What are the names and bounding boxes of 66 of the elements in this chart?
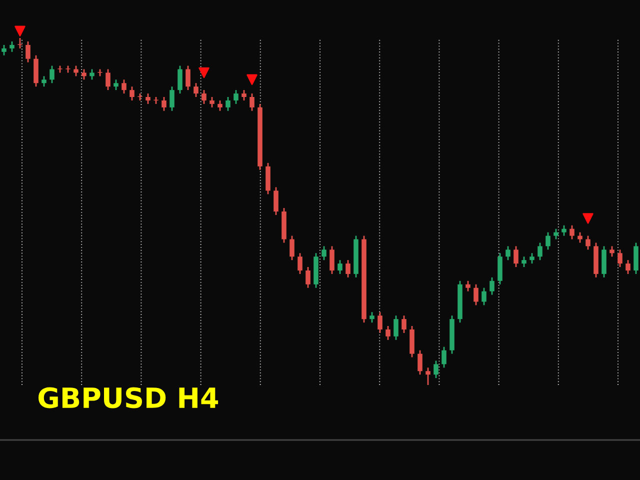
candlestick <box>530 252 534 264</box>
candlestick <box>90 68 94 80</box>
candlestick <box>18 38 22 50</box>
candlestick <box>554 228 558 240</box>
candlestick <box>218 100 222 112</box>
candlestick <box>466 280 470 292</box>
candlestick <box>26 40 30 63</box>
candlestick <box>242 89 246 102</box>
candlestick <box>226 96 230 112</box>
candlestick <box>298 252 302 275</box>
candlestick <box>130 86 134 102</box>
candlestick <box>490 276 494 296</box>
candlestick <box>330 246 334 275</box>
candlestick <box>522 256 526 268</box>
candlestick <box>202 89 206 105</box>
candlestick <box>346 259 350 278</box>
point <box>14 26 26 36</box>
candlestick <box>394 314 398 341</box>
candlestick <box>234 89 238 105</box>
candlestick <box>402 314 406 334</box>
candlestick <box>418 350 422 376</box>
candlestick <box>610 246 614 258</box>
point <box>198 67 210 78</box>
candlestick <box>50 65 54 84</box>
candlestick <box>178 65 182 94</box>
candlestick <box>74 65 78 77</box>
candlestick <box>378 311 382 334</box>
candlestick <box>106 68 110 91</box>
candlestick <box>10 40 14 53</box>
candlestick <box>386 325 390 341</box>
candlestick <box>562 224 566 236</box>
candlestick <box>482 287 486 306</box>
candlestick <box>290 235 294 261</box>
candlestick <box>82 68 86 80</box>
candlestick <box>426 366 430 385</box>
candlestick <box>162 96 166 112</box>
candlestick <box>578 232 582 244</box>
candlestick <box>514 246 518 268</box>
point <box>582 213 594 224</box>
candlestick <box>146 92 150 105</box>
candlestick <box>338 259 342 275</box>
candlestick <box>586 235 590 250</box>
candlestick <box>570 224 574 240</box>
candlestick <box>274 186 278 216</box>
candlestick <box>434 360 438 379</box>
candlestick <box>626 259 630 275</box>
point <box>246 74 258 85</box>
candlestick <box>250 92 254 112</box>
candlestick <box>306 266 310 289</box>
candlestick <box>370 311 374 324</box>
candlestick <box>186 65 190 91</box>
candlestick <box>322 246 326 261</box>
candlestick <box>442 346 446 368</box>
candlestick <box>474 284 478 306</box>
candlestick <box>210 96 214 108</box>
candlestick <box>170 86 174 112</box>
candlestick <box>2 44 6 56</box>
candlestick <box>618 248 622 268</box>
candlestick <box>506 246 510 261</box>
candlestick <box>538 242 542 261</box>
text: GBPUSD H4 <box>38 387 218 408</box>
candlestick <box>546 232 550 250</box>
candlestick <box>42 75 46 88</box>
candlestick <box>194 82 198 98</box>
candlestick <box>122 78 126 94</box>
candlestick <box>114 78 118 91</box>
